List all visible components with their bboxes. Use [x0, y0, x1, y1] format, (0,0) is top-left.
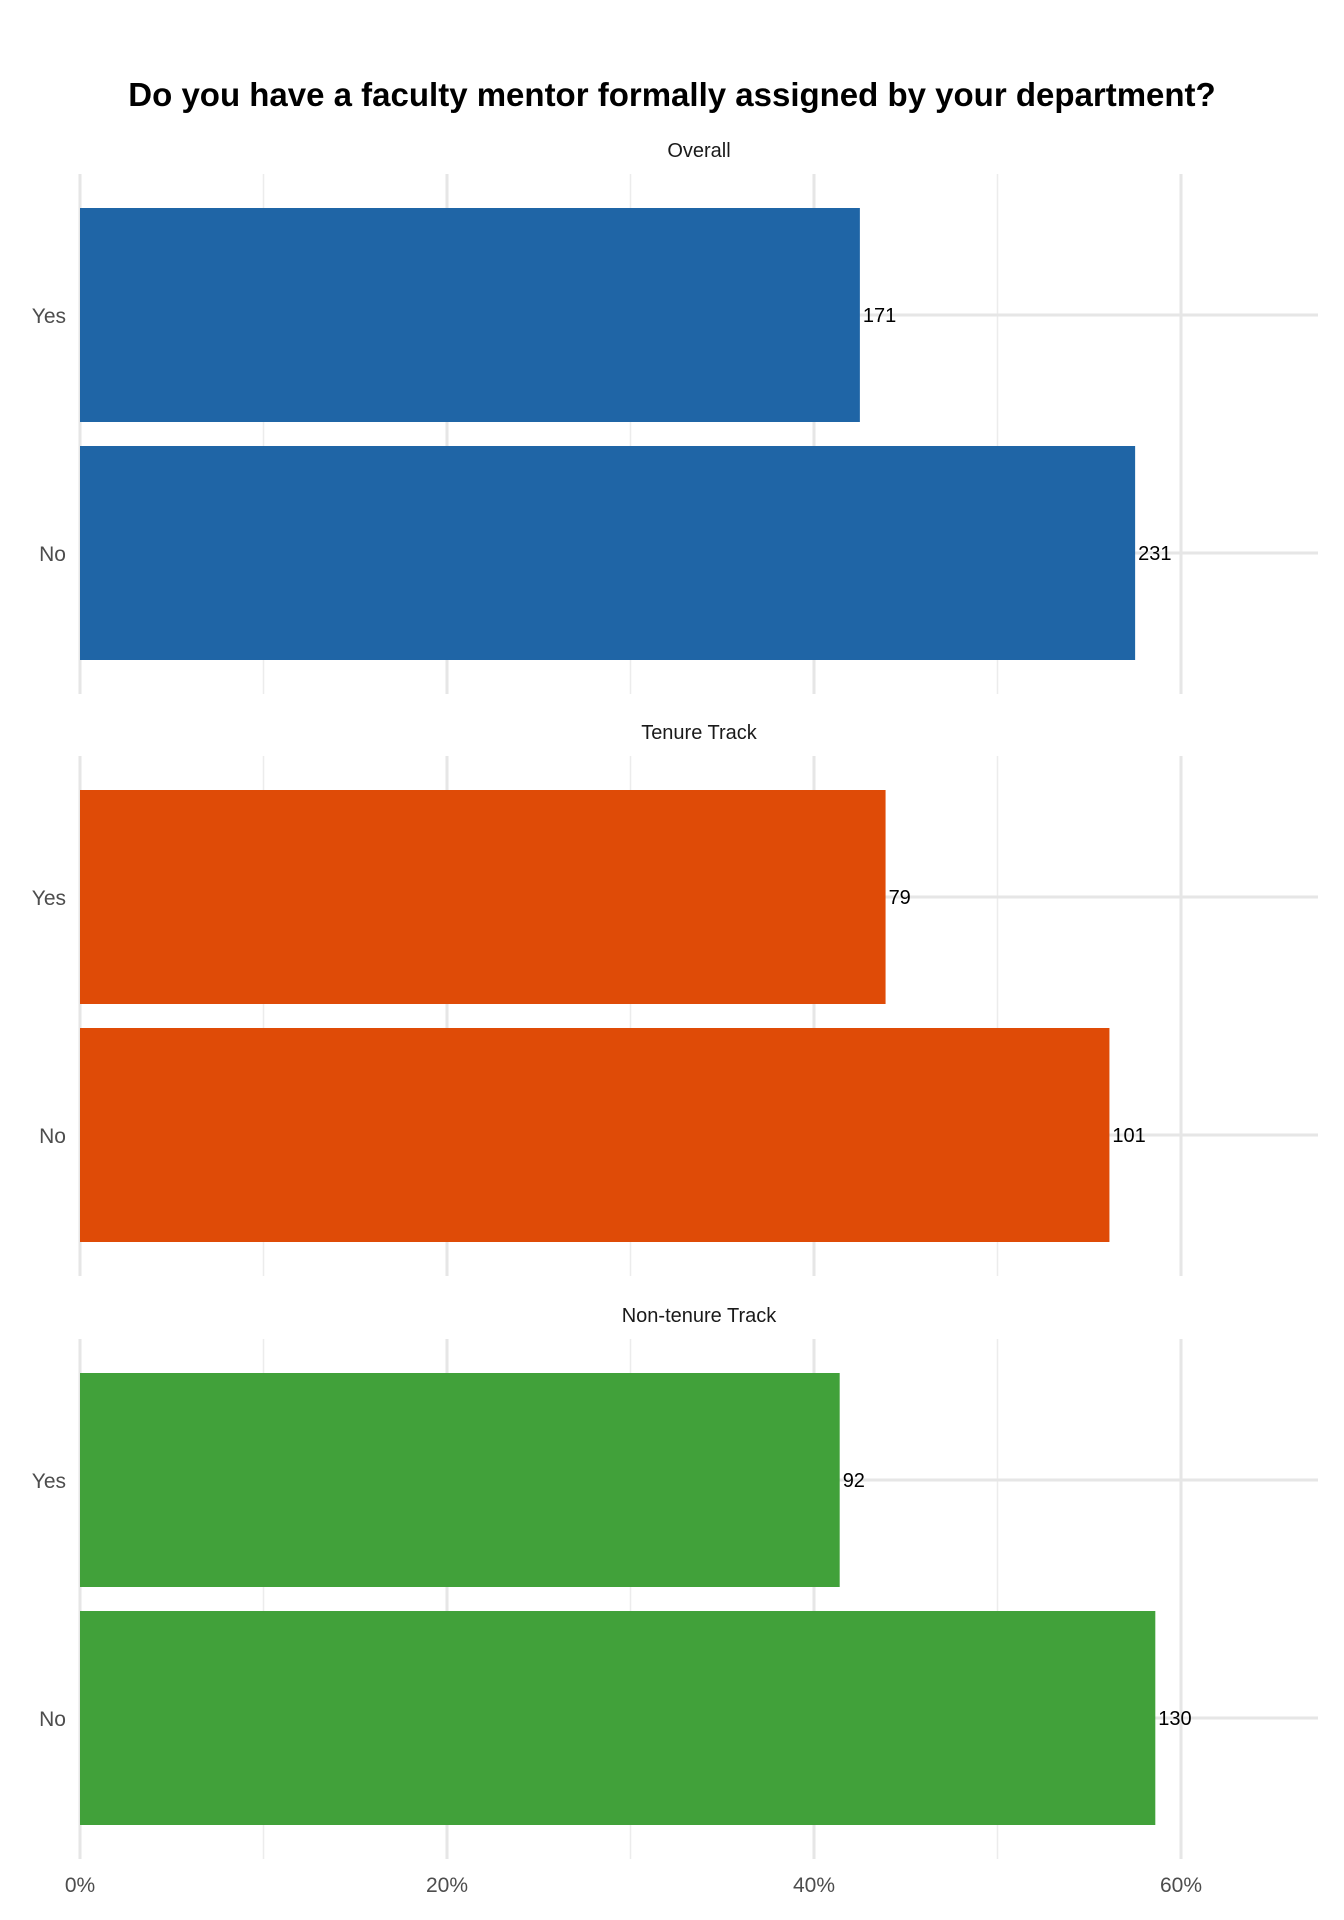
facet-label: Overall: [667, 140, 730, 162]
data-label: 101: [1112, 1125, 1145, 1147]
bar-yes: [80, 208, 860, 422]
category-label: Yes: [32, 887, 66, 910]
x-tick-label: 20%: [426, 1874, 468, 1897]
chart-title: Do you have a faculty mentor formally as…: [128, 76, 1215, 113]
category-label: Yes: [32, 1470, 66, 1493]
data-label: 79: [889, 887, 911, 909]
category-label: No: [39, 543, 66, 566]
x-tick-label: 60%: [1160, 1874, 1202, 1897]
x-axis: 0% 20% 40% 60%: [65, 1874, 1202, 1897]
category-label: No: [39, 1125, 66, 1148]
bar-no: [80, 1028, 1110, 1242]
data-label: 231: [1138, 543, 1171, 565]
bar-no: [80, 446, 1136, 660]
facet-label: Non-tenure Track: [622, 1305, 778, 1327]
data-label: 92: [843, 1470, 865, 1492]
bar-yes: [80, 1373, 840, 1587]
x-tick-label: 40%: [793, 1874, 835, 1897]
panel-tenure-track: Tenure Track 79 Yes 101 No: [32, 722, 1318, 1276]
data-label: 130: [1158, 1708, 1191, 1730]
category-label: Yes: [32, 305, 66, 328]
panel-overall: Overall 171 Yes 231 No: [32, 140, 1318, 694]
panel-non-tenure-track: Non-tenure Track 92 Yes 130 No: [32, 1305, 1318, 1859]
bar-yes: [80, 790, 886, 1004]
bar-no: [80, 1611, 1156, 1825]
facet-label: Tenure Track: [641, 722, 758, 744]
data-label: 171: [863, 305, 896, 327]
x-tick-label: 0%: [65, 1874, 95, 1897]
category-label: No: [39, 1708, 66, 1731]
chart-panels: Overall 171 Yes 231 No Tenure Track 79 Yes 101 No…: [32, 140, 1318, 1897]
